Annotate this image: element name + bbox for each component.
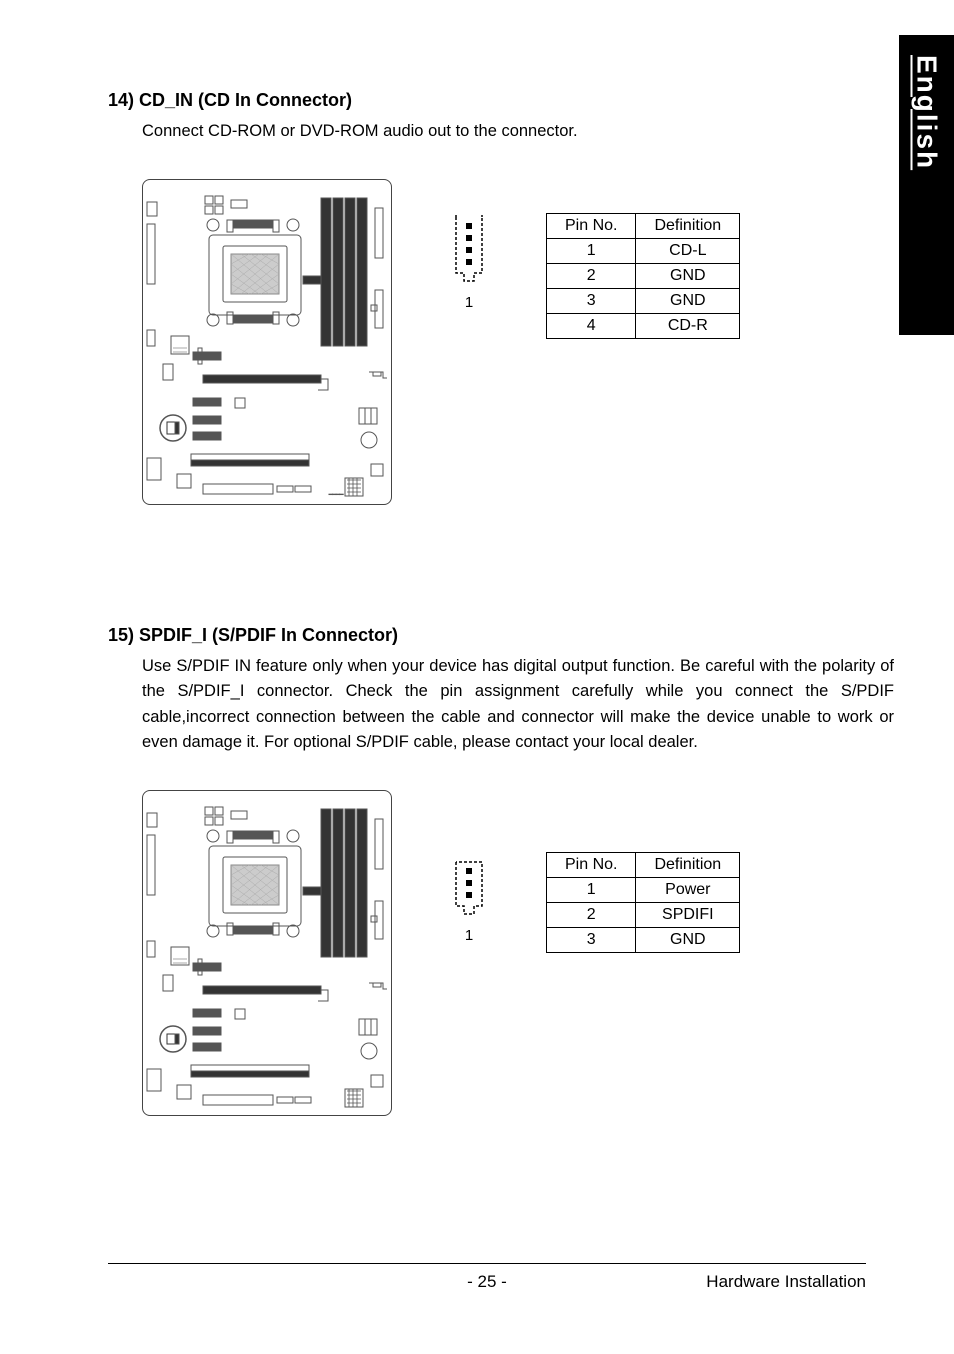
section-body: Connect CD-ROM or DVD-ROM audio out to t… [142,119,894,145]
motherboard-diagram [142,790,392,1116]
table-row: 2GND [547,263,740,288]
pin-table-spdif: Pin No. Definition 1Power 2SPDIFI 3GND [546,852,740,953]
page-container: English 14) CD_IN (CD In Connector) Conn… [0,0,954,1354]
language-label: English [911,55,943,170]
svg-text:────: ──── [328,492,344,498]
section-row: 1 Pin No. Definition 1Power 2SPDIFI 3GND [108,790,894,1116]
section-number: 14) [108,90,134,110]
section-heading: SPDIF_I (S/PDIF In Connector) [139,625,398,645]
col-definition: Definition [636,852,740,877]
table-row: 2SPDIFI [547,902,740,927]
table-header-row: Pin No. Definition [547,213,740,238]
section-title: 14) CD_IN (CD In Connector) [108,90,894,111]
section-title: 15) SPDIF_I (S/PDIF In Connector) [108,625,894,646]
table-row: 1Power [547,877,740,902]
section-heading: CD_IN (CD In Connector) [139,90,352,110]
pin1-label: 1 [465,927,473,944]
footer-title: Hardware Installation [706,1272,866,1292]
page-footer: - 25 - Hardware Installation [108,1263,866,1292]
col-definition: Definition [636,213,740,238]
page-number: - 25 - [467,1272,507,1292]
table-header-row: Pin No. Definition [547,852,740,877]
table-row: 1CD-L [547,238,740,263]
table-row: 4CD-R [547,313,740,338]
section-row: ──── [108,179,894,505]
pin1-label: 1 [465,294,473,311]
col-pin-no: Pin No. [547,852,636,877]
section-spdif: 15) SPDIF_I (S/PDIF In Connector) Use S/… [108,625,894,1116]
footer-line: - 25 - Hardware Installation [108,1263,866,1292]
motherboard-diagram: ──── [142,179,392,505]
language-tab: English [899,35,954,335]
connector-diagram-spdif: 1 [452,860,486,944]
col-pin-no: Pin No. [547,213,636,238]
connector-diagram-cd-in: 1 [452,215,486,311]
table-row: 3GND [547,927,740,952]
section-body: Use S/PDIF IN feature only when your dev… [142,654,894,756]
table-row: 3GND [547,288,740,313]
section-cd-in: 14) CD_IN (CD In Connector) Connect CD-R… [108,90,894,505]
pin-table-cd-in: Pin No. Definition 1CD-L 2GND 3GND 4CD-R [546,213,740,339]
section-number: 15) [108,625,134,645]
